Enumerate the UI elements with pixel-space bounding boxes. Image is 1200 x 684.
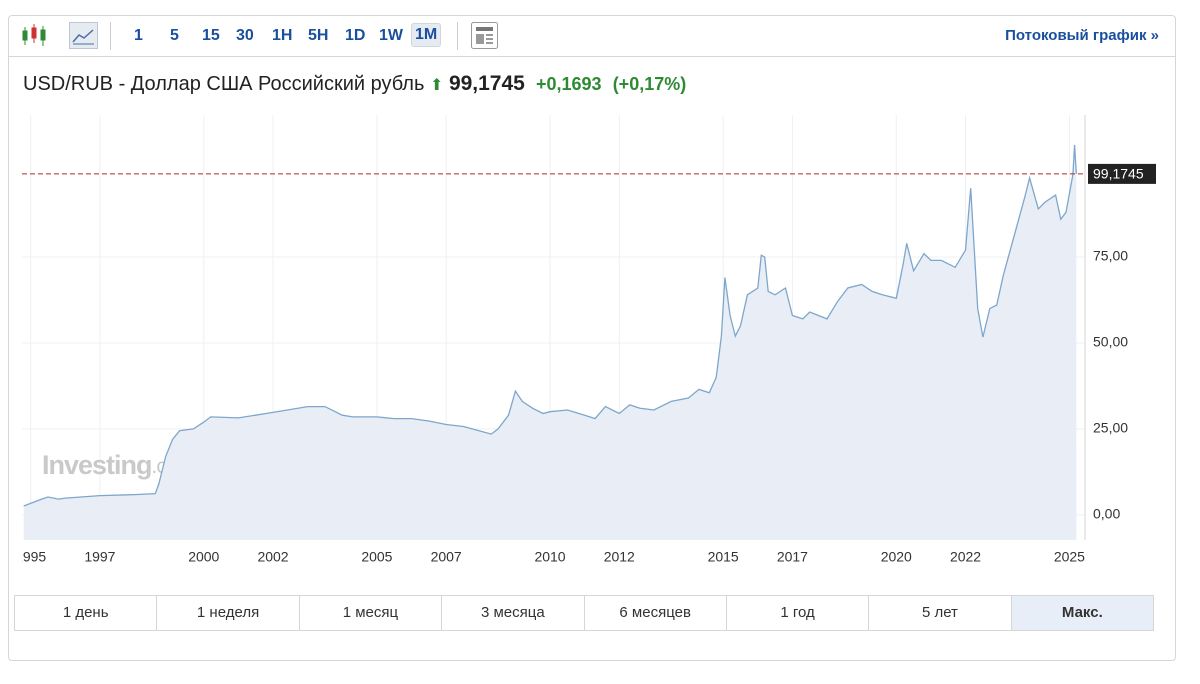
change: +0,1693	[535, 74, 602, 94]
separator	[110, 22, 111, 50]
separator	[457, 22, 458, 50]
x-tick-label: 2007	[431, 549, 462, 565]
price-line	[23, 144, 1077, 507]
layout-icon[interactable]	[471, 22, 499, 50]
y-tick-label: 0,00	[1093, 506, 1120, 522]
x-tick-label: 2020	[881, 549, 912, 565]
x-tick-label: 2025	[1054, 549, 1085, 565]
interval-button[interactable]: 5H	[308, 27, 329, 44]
instrument-title: USD/RUB - Доллар США Российский рубль	[23, 73, 425, 95]
last-price-label: 99,1745	[1093, 166, 1144, 182]
range-button[interactable]: Макс.	[1010, 596, 1153, 630]
candle-icon[interactable]	[19, 21, 49, 51]
range-button[interactable]: 1 неделя	[156, 596, 298, 630]
interval-button[interactable]: 15	[202, 27, 220, 44]
x-tick-label: 1997	[84, 549, 115, 565]
interval-button[interactable]: 1H	[272, 27, 293, 44]
area-icon[interactable]	[69, 22, 99, 50]
range-button[interactable]: 1 месяц	[298, 596, 441, 630]
interval-button[interactable]: 30	[236, 27, 254, 44]
up-arrow: ⬆	[429, 77, 444, 94]
y-tick-label: 75,00	[1093, 248, 1128, 264]
y-tick-label: 25,00	[1093, 420, 1128, 436]
price: 99,1745	[448, 72, 525, 95]
x-tick-label: 2015	[708, 549, 739, 565]
interval-button[interactable]: 5	[170, 27, 179, 44]
x-tick-label: 2010	[534, 549, 565, 565]
x-tick-label: 2012	[604, 549, 635, 565]
watermark-main: Investing	[42, 450, 152, 480]
interval-button[interactable]: 1M	[411, 23, 442, 47]
x-tick-label: 2022	[950, 549, 981, 565]
x-tick-label: 2000	[188, 549, 219, 565]
x-tick-label: 2017	[777, 549, 808, 565]
stream-link[interactable]: Потоковый график »	[1005, 27, 1159, 44]
range-selector: 1 день 1 неделя 1 месяц 3 месяца 6 месяцев 1 …	[14, 595, 1154, 631]
x-tick-label: 1995	[15, 549, 46, 565]
range-button[interactable]: 1 год	[725, 596, 868, 630]
widget: 1 5 15 30 1H 5H 1D 1W 1M Потоковый график » USD/…	[8, 15, 1176, 661]
toolbar: 1 5 15 30 1H 5H 1D 1W 1M Потоковый график »	[9, 16, 1175, 57]
last-price-badge	[1088, 163, 1156, 184]
interval-button[interactable]: 1D	[345, 27, 366, 44]
instrument-header: USD/RUB - Доллар США Российский рубль ⬆ …	[23, 72, 686, 96]
x-tick-label: 2002	[257, 549, 288, 565]
change-pct: (+0,17%)	[612, 74, 687, 94]
y-tick-label: 50,00	[1093, 334, 1128, 350]
range-button[interactable]: 5 лет	[868, 596, 1010, 630]
x-tick-label: 2005	[361, 549, 392, 565]
range-button[interactable]: 1 день	[62, 604, 109, 621]
interval-button[interactable]: 1W	[379, 27, 403, 44]
interval-button[interactable]: 1	[134, 27, 143, 44]
range-button[interactable]: 6 месяцев	[583, 596, 726, 630]
area	[23, 144, 1077, 540]
range-button[interactable]: 3 месяца	[441, 596, 583, 630]
